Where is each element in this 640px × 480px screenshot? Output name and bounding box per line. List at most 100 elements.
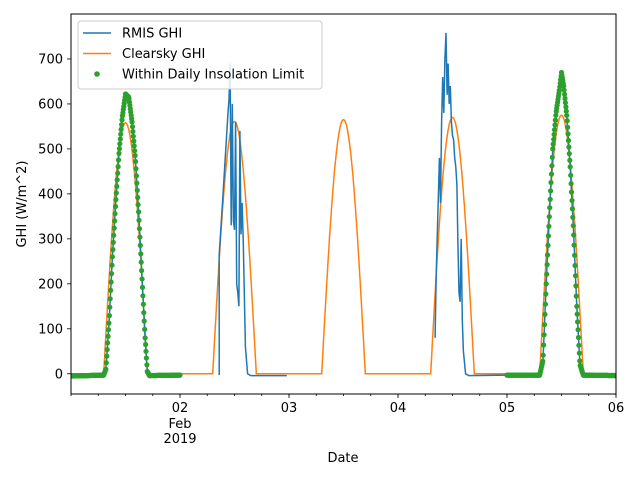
marker-within-limit — [562, 100, 569, 106]
marker-within-limit — [105, 333, 111, 339]
y-tick-label: 700 — [38, 52, 63, 67]
marker-within-limit — [567, 157, 573, 163]
marker-within-limit — [117, 136, 123, 142]
marker-within-limit — [553, 112, 559, 118]
x-tick-label: 06 — [608, 401, 625, 416]
y-tick-label: 600 — [38, 97, 63, 112]
marker-within-limit — [139, 284, 146, 290]
marker-within-limit — [130, 133, 136, 139]
marker-within-limit — [138, 251, 144, 257]
marker-within-limit — [569, 197, 575, 204]
marker-within-limit — [542, 311, 548, 317]
marker-within-limit — [565, 131, 571, 137]
marker-within-limit — [570, 223, 576, 229]
marker-within-limit — [116, 150, 122, 156]
marker-within-limit — [116, 146, 122, 152]
series-rmis-ghi-segment-2 — [218, 63, 287, 377]
marker-within-limit — [564, 112, 570, 118]
marker-within-limit — [114, 177, 120, 183]
marker-within-limit — [565, 124, 571, 130]
marker-within-limit — [104, 353, 110, 359]
marker-within-limit — [108, 271, 115, 277]
marker-within-limit — [143, 355, 149, 361]
marker-within-limit — [568, 189, 575, 195]
marker-within-limit — [112, 203, 119, 210]
marker-within-limit — [119, 122, 125, 128]
marker-within-limit — [135, 194, 141, 201]
marker-within-limit — [545, 233, 552, 239]
marker-within-limit — [111, 225, 117, 231]
marker-within-limit — [575, 327, 581, 333]
y-tick-label: 0 — [55, 367, 63, 382]
marker-within-limit — [136, 226, 143, 232]
marker-within-limit — [142, 326, 148, 332]
marker-within-limit — [137, 234, 143, 240]
marker-within-limit — [106, 320, 112, 326]
marker-within-limit — [571, 242, 577, 248]
legend-box — [77, 20, 323, 90]
series-layer — [71, 32, 616, 379]
marker-within-limit — [552, 117, 559, 123]
marker-within-limit — [136, 217, 142, 223]
marker-within-limit — [540, 358, 546, 364]
legend-label: Within Daily Insolation Limit — [122, 68, 304, 83]
marker-within-limit — [143, 341, 149, 348]
marker-within-limit — [119, 117, 125, 123]
marker-within-limit — [548, 188, 554, 194]
marker-within-limit — [546, 223, 552, 229]
marker-within-limit — [547, 196, 553, 202]
marker-within-limit — [550, 141, 556, 147]
legend: RMIS GHI Clearsky GHI Within Daily Insolat… — [77, 20, 323, 90]
marker-within-limit — [177, 372, 183, 378]
x-tick-label: 03 — [281, 401, 298, 416]
marker-within-limit — [108, 287, 114, 293]
marker-within-limit — [110, 247, 116, 253]
marker-within-limit — [117, 141, 123, 147]
marker-within-limit — [549, 154, 555, 160]
marker-within-limit — [544, 271, 550, 277]
marker-within-limit — [566, 151, 572, 157]
marker-within-limit — [104, 346, 110, 353]
marker-within-limit — [113, 197, 119, 203]
marker-within-limit — [139, 276, 145, 282]
legend-swatch-2 — [94, 71, 100, 77]
marker-within-limit — [572, 273, 579, 279]
marker-within-limit — [131, 138, 137, 144]
series-rmis-ghi-segment-3 — [434, 32, 508, 377]
marker-within-limit — [569, 206, 576, 212]
marker-within-limit — [138, 259, 144, 265]
marker-within-limit — [548, 179, 554, 186]
marker-within-limit — [572, 262, 578, 269]
marker-within-limit — [143, 348, 149, 354]
marker-within-limit — [550, 146, 556, 152]
marker-within-limit — [577, 358, 583, 364]
marker-within-limit — [133, 166, 139, 172]
y-tick-label: 200 — [38, 277, 63, 292]
y-tick-label: 400 — [38, 187, 63, 202]
marker-within-limit — [137, 242, 143, 248]
marker-within-limit — [106, 313, 112, 319]
marker-within-limit — [107, 296, 113, 302]
y-axis: 0 100 200 300 400 500 600 700 — [38, 52, 71, 382]
marker-within-limit — [113, 190, 119, 196]
marker-within-limit — [563, 108, 569, 114]
marker-within-limit — [114, 183, 120, 189]
marker-within-limit — [546, 214, 552, 220]
marker-within-limit — [134, 180, 140, 186]
marker-within-limit — [139, 268, 145, 274]
marker-within-limit — [573, 293, 579, 299]
legend-label: RMIS GHI — [122, 27, 182, 42]
marker-within-limit — [543, 291, 549, 297]
marker-within-limit — [575, 334, 582, 341]
marker-within-limit — [115, 170, 121, 176]
marker-within-limit — [109, 254, 115, 260]
marker-within-limit — [105, 327, 112, 333]
marker-within-limit — [562, 95, 568, 102]
marker-within-limit — [129, 124, 136, 130]
marker-within-limit — [574, 303, 580, 309]
marker-within-limit — [129, 119, 135, 125]
marker-within-limit — [135, 202, 141, 208]
marker-within-limit — [103, 366, 109, 372]
marker-within-limit — [110, 239, 116, 245]
marker-within-limit — [112, 218, 118, 224]
